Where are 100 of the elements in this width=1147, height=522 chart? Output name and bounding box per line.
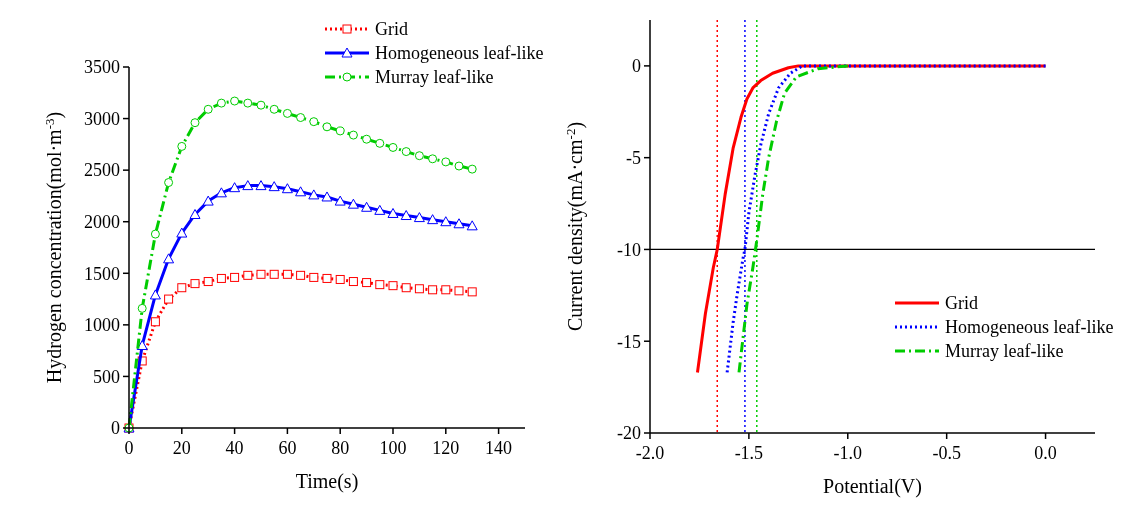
- point: [149, 289, 161, 300]
- legend-label: Homogeneous leaf-like: [945, 317, 1114, 338]
- point: [295, 186, 307, 197]
- point: [177, 141, 187, 151]
- point: [202, 195, 214, 206]
- point: [440, 216, 452, 227]
- point: [322, 273, 332, 283]
- point: [177, 283, 187, 293]
- x-tick-label: -0.5: [932, 443, 961, 463]
- point: [322, 122, 332, 132]
- point: [242, 180, 254, 191]
- point: [216, 273, 226, 283]
- x-tick-label: 40: [225, 438, 244, 458]
- y-tick-label: -20: [617, 423, 641, 444]
- x-tick-label: 20: [172, 438, 191, 458]
- point: [229, 182, 241, 193]
- point: [466, 220, 478, 231]
- y-tick-label: -5: [626, 147, 641, 168]
- point: [308, 189, 320, 200]
- point: [150, 229, 160, 239]
- legend-label: Grid: [375, 19, 408, 40]
- point: [413, 212, 425, 223]
- x-tick-label: 80: [331, 438, 350, 458]
- point: [321, 191, 333, 202]
- point: [454, 286, 464, 296]
- y-tick-label: -15: [617, 331, 641, 352]
- point: [296, 113, 306, 123]
- point: [282, 269, 292, 279]
- point: [375, 280, 385, 290]
- y-tick-label: 0: [632, 56, 641, 77]
- point: [335, 126, 345, 136]
- point: [256, 100, 266, 110]
- point: [243, 270, 253, 280]
- x-tick-label: -1.0: [833, 443, 863, 463]
- point: [230, 272, 240, 282]
- point: [163, 253, 175, 264]
- y-tick-label: 0: [111, 418, 120, 439]
- point: [150, 317, 160, 327]
- y-tick-label: 3500: [84, 57, 120, 78]
- point: [441, 157, 451, 167]
- point: [348, 130, 358, 140]
- point: [347, 198, 359, 209]
- point: [428, 154, 438, 164]
- point: [269, 269, 279, 279]
- point: [203, 277, 213, 287]
- point: [269, 104, 279, 114]
- x-tick-label: -2.0: [635, 443, 665, 463]
- point: [215, 187, 227, 198]
- x-axis-title: Time(s): [295, 470, 359, 493]
- point: [164, 178, 174, 188]
- legend-label: Murray leaf-like: [945, 341, 1064, 362]
- point: [388, 281, 398, 291]
- point: [401, 147, 411, 157]
- point: [190, 118, 200, 128]
- x-tick-label: 120: [432, 438, 460, 458]
- point: [375, 138, 385, 148]
- y-tick-label: 3000: [84, 108, 120, 129]
- point: [281, 183, 293, 194]
- x-tick-label: 140: [485, 438, 513, 458]
- point: [362, 134, 372, 144]
- point: [362, 278, 372, 288]
- y-tick-label: 2500: [84, 160, 120, 181]
- point: [216, 98, 226, 108]
- x-tick-label: -1.5: [734, 443, 764, 463]
- point: [427, 214, 439, 225]
- y-tick-label: 2000: [84, 212, 120, 233]
- point: [203, 104, 213, 114]
- point: [401, 283, 411, 293]
- point: [453, 218, 465, 229]
- point: [441, 285, 451, 295]
- point: [243, 98, 253, 108]
- point: [137, 303, 147, 313]
- point: [335, 274, 345, 284]
- y-tick-label: 1500: [84, 263, 120, 284]
- point: [268, 181, 280, 192]
- x-tick-label: 0.0: [1034, 443, 1057, 463]
- point: [164, 294, 174, 304]
- point: [189, 208, 201, 219]
- point: [428, 285, 438, 295]
- point: [296, 270, 306, 280]
- x-tick-label: 60: [278, 438, 297, 458]
- point: [467, 287, 477, 297]
- point: [176, 227, 188, 238]
- y-tick-label: 1000: [84, 315, 120, 336]
- point: [255, 180, 267, 191]
- x-axis-title: Potential(V): [823, 475, 922, 498]
- point: [467, 164, 477, 174]
- point: [282, 108, 292, 118]
- legend-label: Homogeneous leaf-like: [375, 43, 544, 64]
- point: [348, 277, 358, 287]
- point: [190, 279, 200, 289]
- point: [309, 272, 319, 282]
- point: [454, 161, 464, 171]
- point: [400, 210, 412, 221]
- point: [256, 269, 266, 279]
- point: [387, 207, 399, 218]
- point: [374, 204, 386, 215]
- point: [361, 201, 373, 212]
- x-tick-label: 0: [124, 438, 134, 458]
- point: [414, 151, 424, 161]
